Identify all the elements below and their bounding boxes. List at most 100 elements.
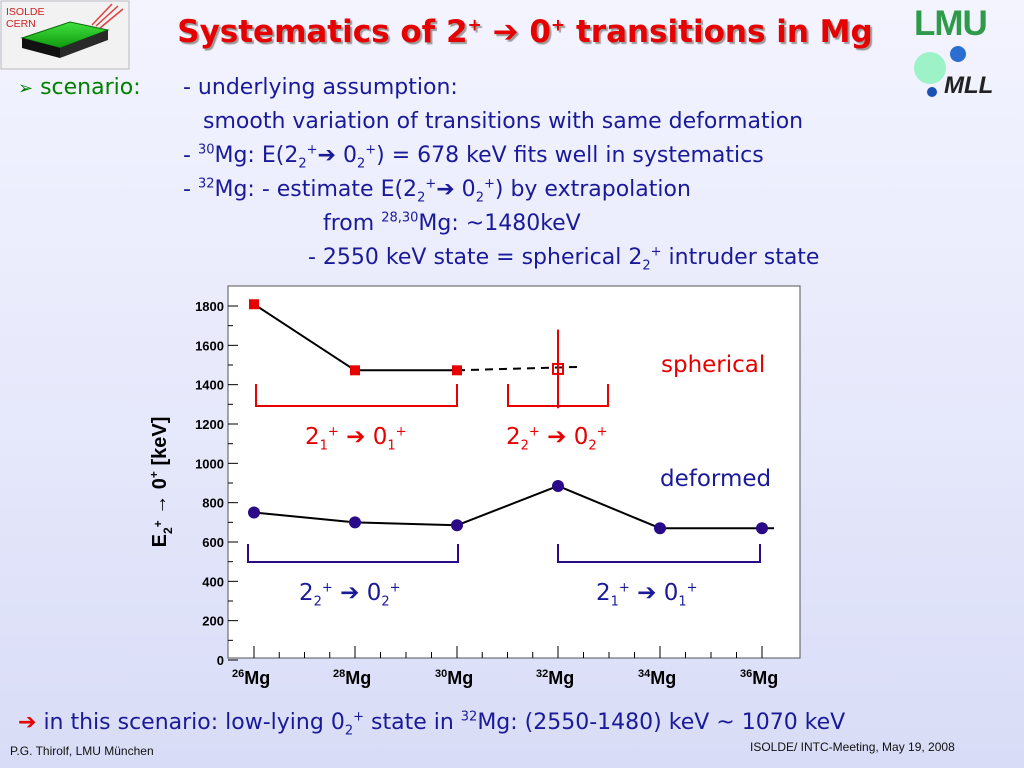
conclusion-text-2: state in xyxy=(364,710,461,735)
x-tick-label: 30Mg xyxy=(435,668,473,688)
y-axis: 0 200 400 600 800 1000 1200 1400 1600 1800 xyxy=(195,299,238,668)
spherical-label: spherical xyxy=(661,352,766,378)
br-bsup: + xyxy=(686,580,698,596)
rl-asup: + xyxy=(327,424,339,440)
isolde-logo-graphic xyxy=(0,0,130,70)
line4-sub-2: 2 xyxy=(475,190,484,206)
line5-text-1: from xyxy=(323,211,382,236)
blue-bracket-right xyxy=(557,544,761,563)
line4-dash: - xyxy=(183,177,198,202)
line3-mass: 30 xyxy=(197,142,215,158)
right-arrow-icon: ➔ xyxy=(317,143,336,168)
br-bsub: 1 xyxy=(678,594,687,610)
line6-sub-1: 2 xyxy=(642,258,651,274)
red-bracket-left xyxy=(255,384,458,407)
spherical-data-point xyxy=(350,365,360,376)
lmu-mll-logo: LMU MLL xyxy=(906,0,1024,100)
y-tick-label: 800 xyxy=(202,496,224,511)
right-arrow-icon: ➔ xyxy=(547,424,567,450)
deformed-line-segment xyxy=(354,521,458,527)
x-axis: 26Mg 28Mg 30Mg 32Mg 34Mg 36Mg xyxy=(232,646,778,688)
line4-text-2: 0 xyxy=(454,177,476,202)
y-tick-label: 1800 xyxy=(195,299,224,314)
rr-b: 0 xyxy=(566,424,589,450)
x-tick-label: 28Mg xyxy=(333,668,371,688)
right-arrow-icon: ➔ xyxy=(340,580,360,606)
footer-author: P.G. Thirolf, LMU München xyxy=(10,744,154,758)
red-left-transition-label: 21+ ➔ 01+ xyxy=(305,424,407,453)
line4-sub-1: 2 xyxy=(417,190,426,206)
bl-asub: 2 xyxy=(313,594,322,610)
bl-bsub: 2 xyxy=(381,594,390,610)
x-tick-mass: 36 xyxy=(740,668,752,680)
bl-a: 2 xyxy=(299,580,314,606)
isolde-logo-line2: CERN xyxy=(6,18,36,30)
br-a: 2 xyxy=(596,580,611,606)
mll-logo-circles xyxy=(914,46,966,97)
extrapolated-data-point xyxy=(552,362,564,375)
y-tick-label: 1400 xyxy=(195,378,224,393)
y-axis-label: E2+ → 0+ [keV] xyxy=(147,417,175,548)
deformed-label: deformed xyxy=(660,466,772,492)
line5-text-2: Mg: ~1480keV xyxy=(418,211,581,236)
line3-text-1: Mg: E(2 xyxy=(214,143,299,168)
ylabel-sup: + xyxy=(151,520,165,527)
line6-text-1: - 2550 keV state = spherical 2 xyxy=(308,245,643,270)
x-tick-element: Mg xyxy=(752,668,778,688)
right-arrow-icon: ➔ xyxy=(436,177,455,202)
transition-brackets xyxy=(247,384,761,563)
x-tick-mass: 26 xyxy=(232,668,244,680)
right-arrow-icon: ➔ xyxy=(492,14,519,50)
x-tick-label: 26Mg xyxy=(232,668,270,688)
right-arrow-icon: ➔ xyxy=(637,580,657,606)
bullet-scenario: ➢ scenario: xyxy=(18,75,141,100)
title-part-2: 0 xyxy=(518,14,551,50)
rl-bsub: 1 xyxy=(387,438,396,454)
bl-asup: + xyxy=(321,580,333,596)
line4-text-1: Mg: - estimate E(2 xyxy=(214,177,418,202)
line4-sup-1: + xyxy=(425,176,437,192)
y-tick-label: 400 xyxy=(202,574,224,589)
line3-sup-1: + xyxy=(306,142,318,158)
red-right-transition-label: 22+ ➔ 02+ xyxy=(506,424,608,453)
bl-bsup: + xyxy=(389,580,401,596)
rr-a: 2 xyxy=(506,424,521,450)
mll-logo-text: MLL xyxy=(944,72,994,99)
rl-b: 0 xyxy=(365,424,388,450)
deformed-data-point xyxy=(451,519,463,532)
slide-title: Systematics of 2+ ➔ 0+ transitions in Mg xyxy=(140,14,910,50)
deformed-line-segment xyxy=(253,511,356,524)
conclusion-mass: 32 xyxy=(460,709,478,725)
deformed-line-segment xyxy=(456,485,559,527)
conclusion-text-3: Mg: (2550-1480) keV ~ 1070 keV xyxy=(477,710,846,735)
conclusion-line: ➔ in this scenario: low-lying 02+ state … xyxy=(18,709,846,737)
blue-left-transition-label: 22+ ➔ 02+ xyxy=(299,580,401,609)
ylabel-sub: 2 xyxy=(161,527,175,534)
right-arrow-icon: ➔ xyxy=(346,424,366,450)
br-b: 0 xyxy=(656,580,679,606)
bullet-line-3: - 30Mg: E(22+➔ 02+) = 678 keV fits well … xyxy=(183,142,764,172)
line3-text-2: 0 xyxy=(335,143,357,168)
line3-sup-2: + xyxy=(365,142,377,158)
x-tick-element: Mg xyxy=(345,668,371,688)
br-asup: + xyxy=(618,580,630,596)
deformed-data-point xyxy=(654,522,666,535)
line3-sub-1: 2 xyxy=(298,156,307,172)
line3-dash: - xyxy=(183,143,198,168)
ylabel-sup2: + xyxy=(147,471,161,478)
ylabel-mid: → 0 xyxy=(149,478,171,520)
deformed-data-point xyxy=(349,516,361,529)
line3-text-3: ) = 678 keV fits well in systematics xyxy=(376,143,764,168)
right-arrow-icon: ➔ xyxy=(18,710,37,735)
title-part-1: Systematics of 2 xyxy=(177,14,468,50)
rr-asup: + xyxy=(528,424,540,440)
spherical-data-point xyxy=(452,365,462,376)
blue-bracket-left xyxy=(247,544,459,563)
y-tick-label: 1200 xyxy=(195,417,224,432)
spherical-line-segment xyxy=(253,303,356,372)
title-sup-2: + xyxy=(550,15,566,36)
x-tick-mass: 32 xyxy=(536,668,548,680)
y-tick-label: 200 xyxy=(202,614,224,629)
deformed-data-point xyxy=(552,479,564,492)
ylabel-unit: [keV] xyxy=(149,417,171,471)
